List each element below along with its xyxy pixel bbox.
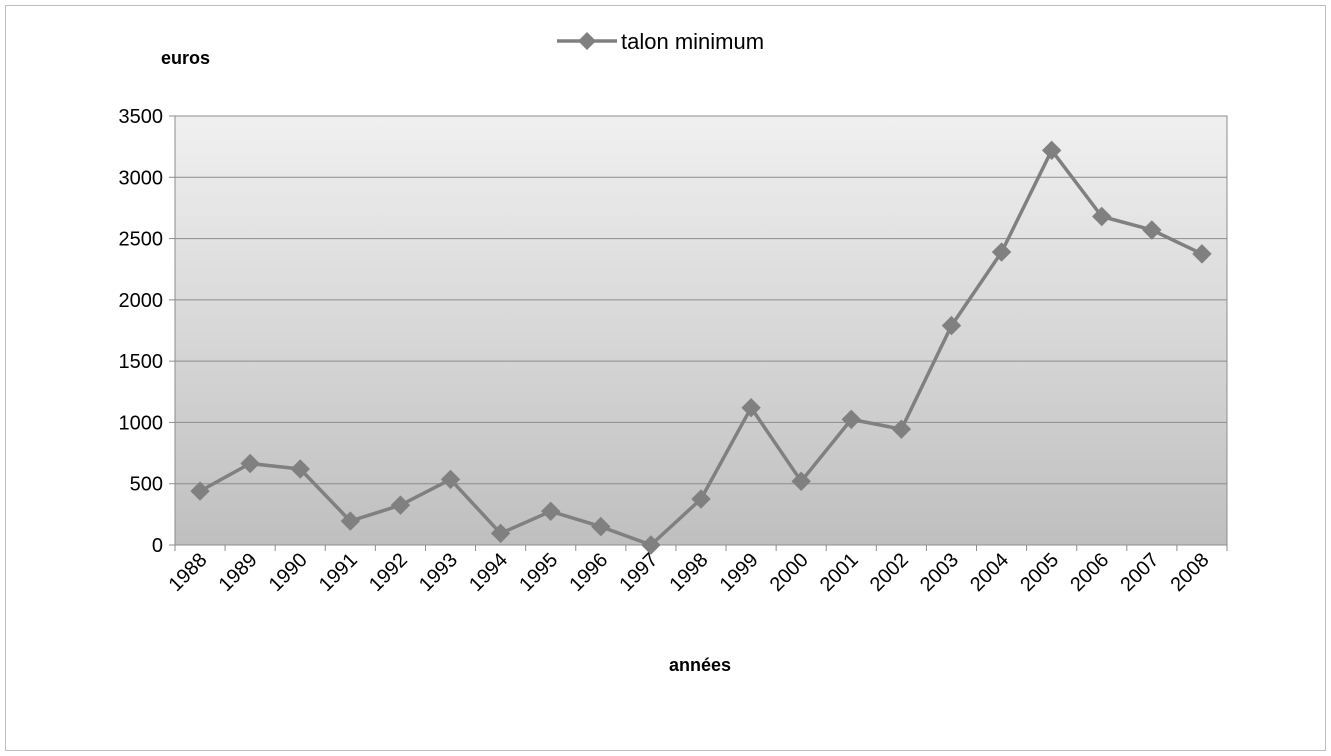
data-point-marker bbox=[991, 242, 1012, 262]
data-point-marker bbox=[541, 501, 561, 522]
x-tick-label: 1999 bbox=[716, 549, 763, 596]
x-tick-label: 2008 bbox=[1166, 549, 1213, 596]
x-tick-label: 1998 bbox=[666, 549, 713, 596]
x-tick-label: 1988 bbox=[165, 549, 212, 596]
legend-diamond-marker bbox=[578, 32, 596, 50]
x-axis-ticks: 1988 1989 1990 1991 1992 1993 1994 1995 1996 1997… bbox=[165, 545, 1228, 596]
plot-area bbox=[174, 115, 1228, 546]
data-point-marker bbox=[1142, 220, 1162, 240]
data-point-marker bbox=[741, 398, 761, 418]
x-tick-label: 1994 bbox=[465, 549, 512, 596]
y-tick-label: 3000 bbox=[119, 167, 164, 189]
x-tick-label: 1996 bbox=[565, 549, 612, 596]
data-point-marker bbox=[691, 489, 711, 509]
x-axis-title: années bbox=[669, 655, 731, 675]
x-tick-label: 2002 bbox=[866, 549, 913, 596]
legend-label: talon minimum bbox=[621, 29, 764, 54]
data-point-marker bbox=[290, 459, 310, 479]
axes bbox=[174, 116, 1227, 546]
x-tick-label: 2007 bbox=[1116, 549, 1163, 596]
y-tick-label: 1500 bbox=[119, 351, 164, 373]
data-point-marker bbox=[791, 471, 811, 491]
y-axis-title: euros bbox=[161, 48, 210, 68]
x-tick-label: 2003 bbox=[916, 549, 963, 596]
x-tick-label: 2004 bbox=[966, 549, 1013, 596]
x-tick-label: 2006 bbox=[1066, 549, 1113, 596]
data-point-marker bbox=[190, 481, 210, 501]
data-point-marker bbox=[1192, 244, 1212, 264]
data-point-marker bbox=[591, 516, 611, 537]
y-tick-label: 2500 bbox=[119, 229, 164, 251]
data-point-marker bbox=[841, 409, 861, 430]
data-point-marker bbox=[1092, 206, 1112, 227]
x-tick-label: 1997 bbox=[615, 549, 662, 596]
y-axis-ticks: 0 500 1000 1500 2000 2500 3000 3500 bbox=[119, 106, 175, 557]
data-point-marker bbox=[240, 453, 260, 474]
x-tick-label: 2005 bbox=[1016, 549, 1063, 596]
x-tick-label: 2001 bbox=[816, 549, 863, 596]
legend: talon minimum bbox=[557, 29, 764, 54]
data-point-marker bbox=[440, 469, 461, 490]
y-tick-label: 1000 bbox=[119, 412, 164, 434]
data-point-marker bbox=[941, 315, 962, 336]
x-tick-label: 1990 bbox=[265, 549, 312, 596]
gridlines bbox=[175, 115, 1227, 485]
y-tick-label: 2000 bbox=[119, 290, 164, 312]
data-point-marker bbox=[891, 419, 912, 439]
data-point-marker bbox=[390, 495, 411, 515]
data-point-marker bbox=[1041, 140, 1062, 161]
x-tick-label: 1989 bbox=[215, 549, 262, 596]
x-tick-label: 2000 bbox=[766, 549, 813, 596]
data-point-marker bbox=[641, 535, 661, 555]
x-tick-label: 1995 bbox=[515, 549, 562, 596]
data-point-marker bbox=[490, 523, 511, 544]
x-tick-label: 1993 bbox=[415, 549, 462, 596]
y-tick-label: 0 bbox=[152, 535, 163, 557]
data-point-marker bbox=[340, 511, 361, 531]
series-layer bbox=[190, 140, 1212, 555]
x-tick-label: 1991 bbox=[315, 549, 362, 596]
y-tick-label: 500 bbox=[130, 474, 163, 496]
x-tick-label: 1992 bbox=[365, 549, 412, 596]
y-tick-label: 3500 bbox=[119, 106, 164, 128]
